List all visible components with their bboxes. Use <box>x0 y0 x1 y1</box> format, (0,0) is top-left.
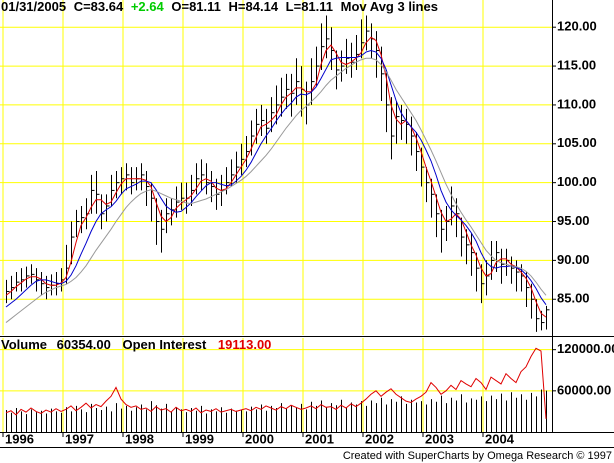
x-tick-label: 2002 <box>365 431 394 446</box>
legend-value: 60354.00 <box>57 337 111 352</box>
y-tick-label: 60000.00 <box>557 382 611 397</box>
y-tick-label: 115.00 <box>557 58 596 73</box>
y-tick-label: 110.00 <box>557 96 596 111</box>
x-tick-label: 2001 <box>305 431 334 446</box>
close: C=83.64 <box>74 0 124 14</box>
moving-average <box>5 57 547 323</box>
x-tick-label: 1997 <box>65 431 94 446</box>
y-tick-label: 95.00 <box>557 213 590 228</box>
y-tick-label: 100.00 <box>557 174 597 189</box>
legend-label: Volume <box>1 337 47 352</box>
y-tick-label: 120000.00 <box>557 341 614 356</box>
moving-average <box>5 49 547 308</box>
x-tick-label: 2003 <box>425 431 454 446</box>
open: O=81.11 <box>171 0 221 14</box>
y-tick-label: 90.00 <box>557 252 590 267</box>
grid <box>0 0 552 432</box>
credit: Created with SuperCharts by Omega Resear… <box>343 450 612 462</box>
x-tick-label: 2000 <box>245 431 274 446</box>
volume-header: Volume 60354.00 Open Interest 19113.00 <box>1 337 271 352</box>
open-interest-line <box>5 347 547 419</box>
legend-label: Open Interest <box>122 337 206 352</box>
marks <box>5 15 550 432</box>
header: 01/31/2005 C=83.64 +2.64 O=81.11 H=84.14… <box>1 0 438 14</box>
y-tick-label: 105.00 <box>557 135 597 150</box>
high: H=84.14 <box>229 0 279 14</box>
x-tick-label: 1998 <box>125 431 154 446</box>
x-tick-label: 2004 <box>485 431 515 446</box>
date: 01/31/2005 <box>1 0 66 14</box>
moving-average <box>5 36 547 318</box>
low: L=81.11 <box>286 0 333 14</box>
y-tick-label: 85.00 <box>557 291 590 306</box>
x-tick-label: 1996 <box>5 431 34 446</box>
x-tick-label: 1999 <box>185 431 214 446</box>
change: +2.64 <box>131 0 165 14</box>
legend-value: 19113.00 <box>218 337 272 352</box>
study: Mov Avg 3 lines <box>341 0 438 14</box>
y-tick-label: 120.00 <box>557 19 597 34</box>
